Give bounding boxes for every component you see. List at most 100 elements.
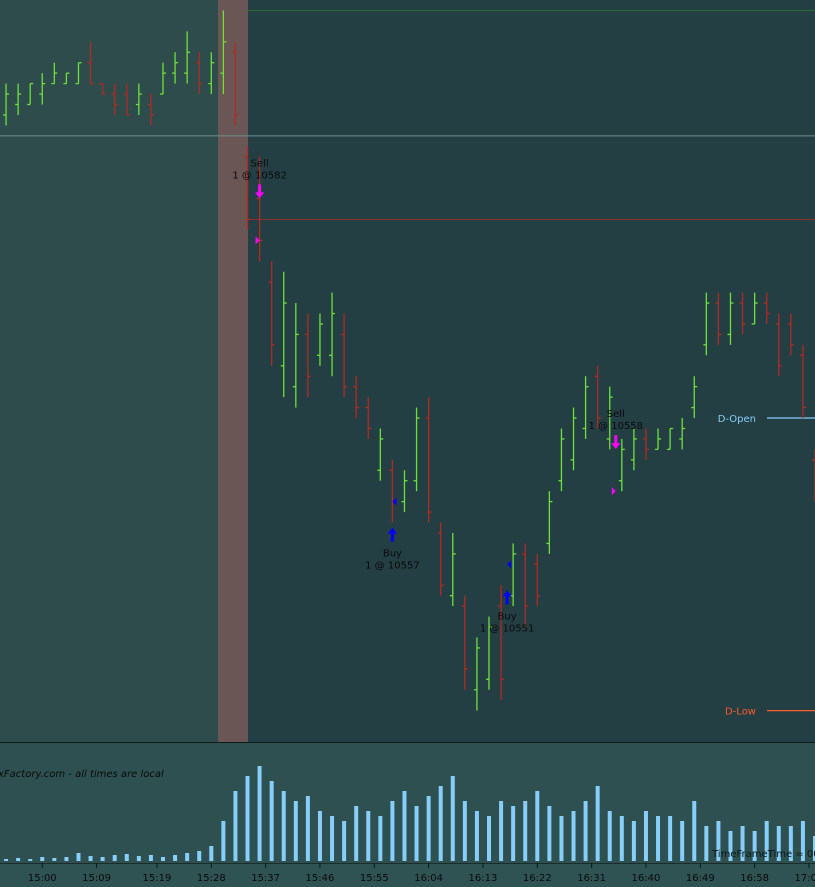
volume-bar (752, 831, 757, 861)
volume-bar (764, 821, 769, 861)
entry-marker (507, 560, 512, 569)
time-axis (0, 863, 815, 887)
volume-bar (583, 801, 588, 861)
trade-arrow (611, 435, 621, 450)
volume-bar (366, 811, 371, 861)
trade-label: 1 @ 10558 (589, 421, 644, 432)
volume-bar (619, 816, 624, 861)
volume-bar (221, 821, 226, 861)
trade-side: Sell (251, 158, 269, 169)
volume-bar (100, 857, 105, 861)
volume-bar (559, 816, 564, 861)
volume-bar (487, 816, 491, 861)
volume-bar (499, 801, 504, 861)
volume-bar (728, 831, 733, 861)
x-tick-label: 16:13 (469, 873, 498, 884)
x-tick-label: 16:04 (414, 873, 443, 884)
volume-bar (450, 776, 455, 861)
volume-bar (704, 826, 709, 861)
volume-bar (28, 859, 33, 861)
volume-bar (354, 806, 359, 861)
volume-bar (161, 857, 165, 861)
volume-bar (716, 821, 721, 861)
x-tick-label: 15:19 (143, 873, 172, 884)
trade-label: 1 @ 10557 (365, 561, 420, 572)
x-tick-label: 16:49 (686, 873, 715, 884)
volume-bar (233, 791, 238, 861)
entry-marker (255, 236, 260, 245)
volume-bar (64, 857, 69, 861)
volume-bar (595, 786, 600, 861)
volume-bar (414, 806, 419, 861)
volume-bar (305, 796, 310, 861)
trade-side: Sell (607, 409, 625, 420)
volume-bar (426, 796, 431, 861)
volume-bar (523, 801, 528, 861)
trade-label: 1 @ 10582 (232, 170, 287, 181)
level-label: D-Open (718, 414, 756, 425)
volume-bar (668, 816, 673, 861)
volume-bar (197, 851, 202, 861)
volume-bar (547, 806, 552, 861)
volume-bar (124, 854, 129, 861)
volume-bar (788, 826, 793, 861)
timeframe-label: TimeFrameTime = 00 (711, 849, 815, 860)
volume-bar (438, 786, 443, 861)
x-tick-label: 15:37 (251, 873, 280, 884)
trade-arrow (255, 184, 265, 199)
footer-note: xFactory.com - all times are local (0, 769, 164, 780)
trade-arrow (387, 527, 397, 542)
volume-bar (293, 801, 298, 861)
volume-bar (330, 816, 335, 861)
volume-bar (462, 801, 467, 861)
x-tick-label: 16:58 (740, 873, 769, 884)
volume-bar (148, 855, 153, 861)
trade-label: 1 @ 10551 (480, 623, 535, 634)
volume-bar (16, 858, 21, 861)
trade-side: Buy (383, 549, 402, 560)
volume-bar (800, 821, 805, 861)
volume-bar (342, 821, 347, 861)
x-tick-label: 15:55 (360, 873, 389, 884)
x-tick-label: 17:07 (795, 873, 815, 884)
volume-bar (76, 853, 81, 861)
volume-bar (173, 855, 178, 861)
volume-bar (390, 801, 395, 861)
pre-session-shade (0, 0, 218, 742)
volume-bar (4, 859, 9, 861)
entry-marker (611, 487, 616, 496)
x-tick-label: 16:22 (523, 873, 552, 884)
volume-bar (269, 781, 274, 861)
x-tick-label: 16:31 (577, 873, 606, 884)
volume-bar (378, 816, 383, 861)
volume-bar (185, 853, 190, 861)
trade-side: Buy (498, 611, 517, 622)
volume-bar (317, 811, 322, 861)
x-tick-label: 15:09 (82, 873, 111, 884)
volume-bar (680, 821, 685, 861)
x-tick-label: 15:00 (28, 873, 57, 884)
volume-bar (607, 811, 612, 861)
trade-arrow (502, 590, 512, 605)
volume-bar (656, 816, 661, 861)
volume-bar (245, 776, 250, 861)
volume-bar (52, 858, 57, 861)
volume-bar (257, 766, 262, 861)
level-label: D-Low (725, 707, 756, 718)
volume-bar (571, 811, 576, 861)
volume-bar (281, 791, 286, 861)
x-tick-label: 15:46 (306, 873, 335, 884)
volume-bar (474, 811, 479, 861)
volume-panel (0, 742, 815, 863)
x-tick-label: 16:40 (632, 873, 661, 884)
volume-bar (740, 826, 745, 861)
volume-bar (40, 857, 45, 861)
volume-bar (813, 836, 815, 861)
volume-bar (631, 821, 636, 861)
volume-bar (643, 811, 648, 861)
x-tick-label: 15:28 (197, 873, 226, 884)
volume-bar (511, 806, 516, 861)
session-break (218, 0, 248, 742)
volume-bar (535, 791, 540, 861)
